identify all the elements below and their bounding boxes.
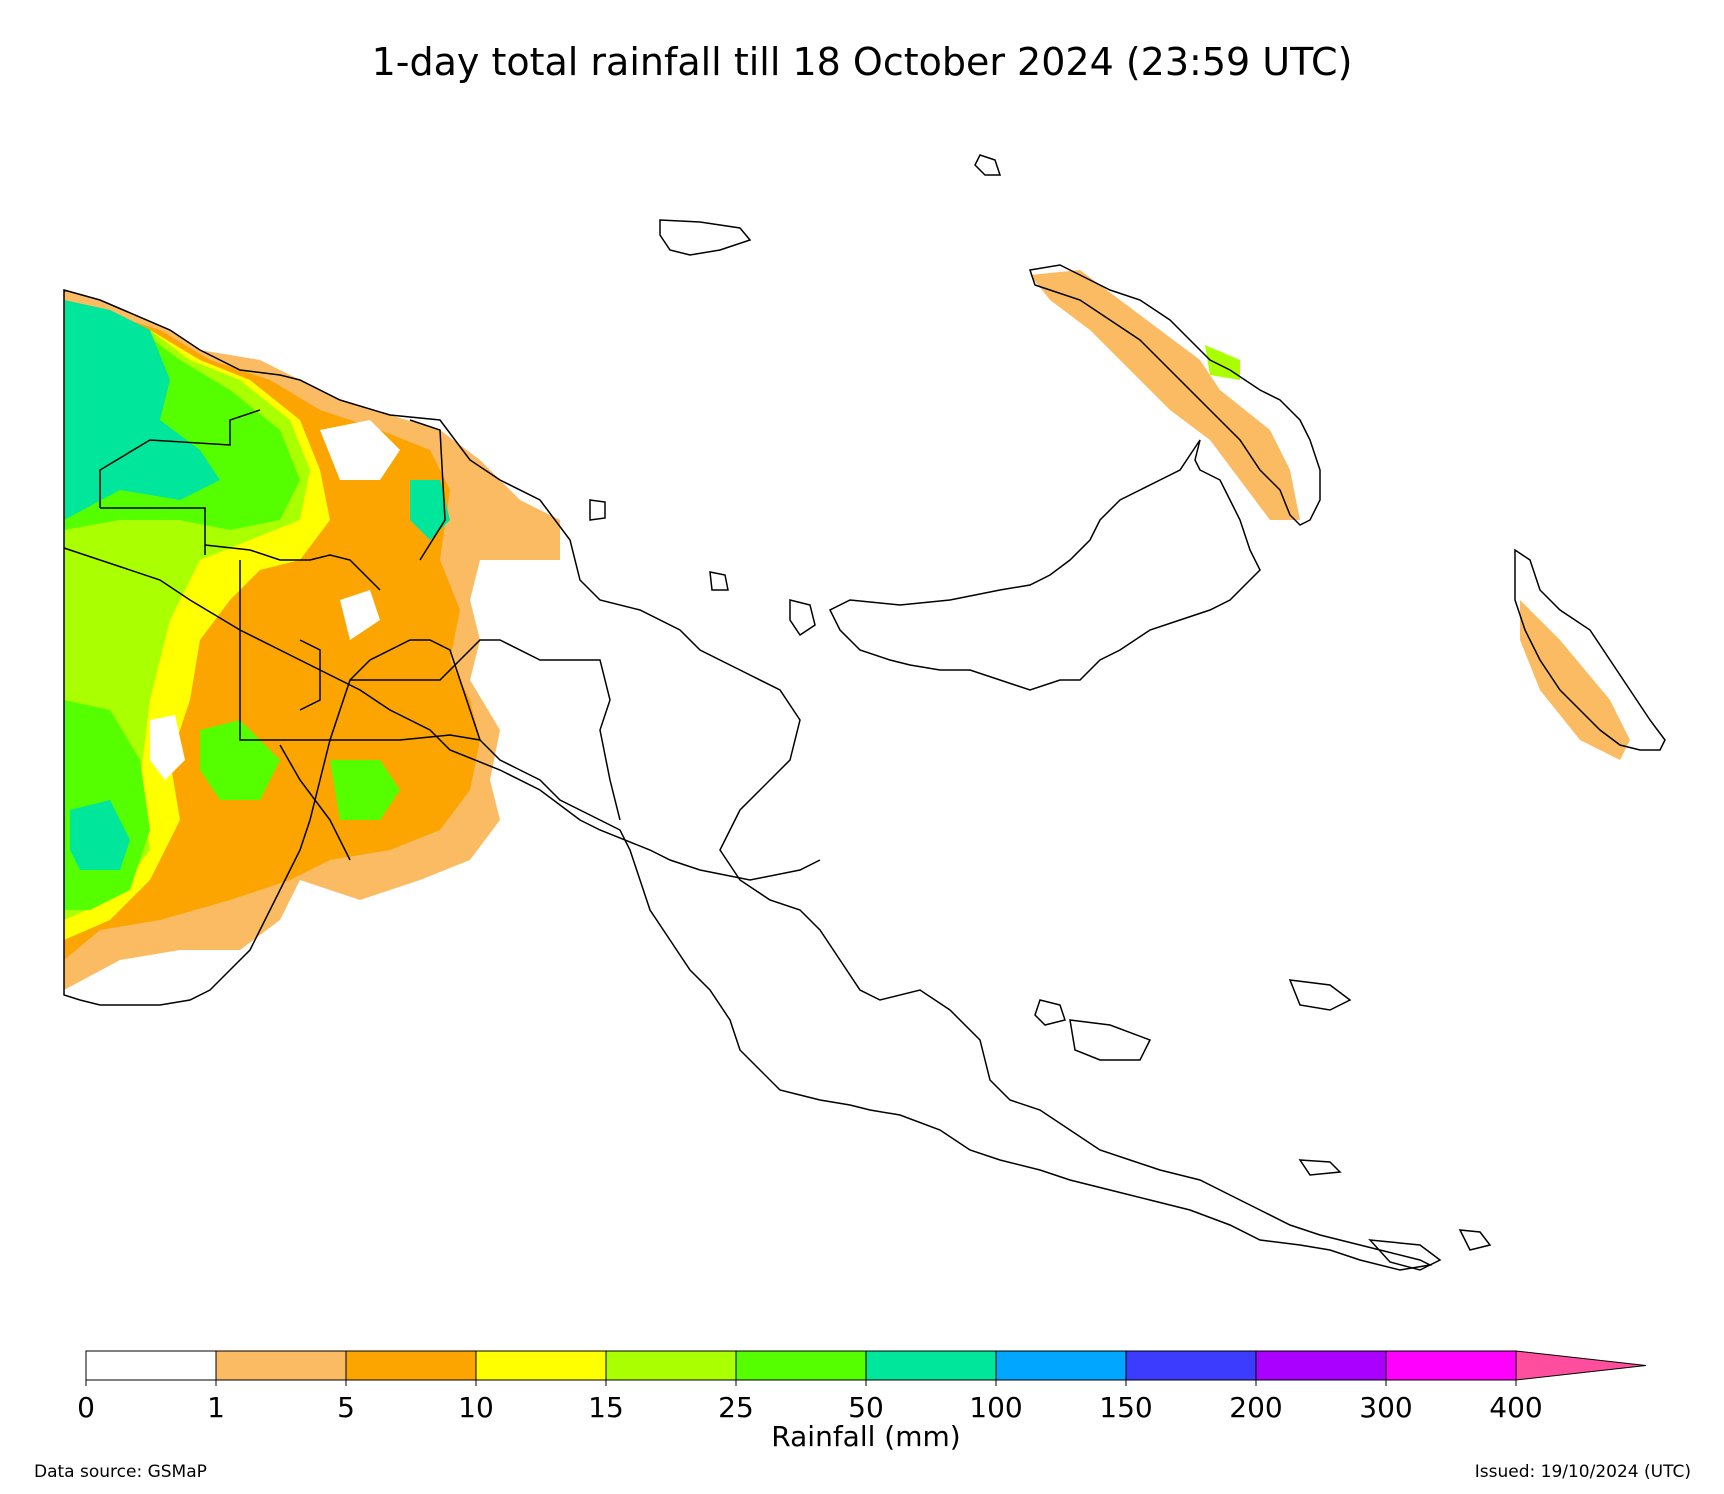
rain-zone-teal-south	[70, 800, 130, 870]
rain-zone-green-east	[330, 760, 400, 820]
colorbar-tick-label: 1	[207, 1391, 225, 1424]
data-source-note: Data source: GSMaP	[34, 1462, 207, 1482]
island-8	[1368, 1239, 1442, 1271]
colorbar-ticks: 0 1 5 10 15 25 50 100 150 200 300 400	[77, 1380, 1543, 1424]
island-10	[1298, 1159, 1342, 1176]
rain-gap-1	[320, 420, 400, 480]
colorbar-segment	[735, 1350, 867, 1381]
island-1	[974, 154, 1002, 176]
colorbar-segment	[865, 1350, 997, 1381]
rain-gap-2	[150, 715, 185, 780]
island-6	[1069, 1019, 1152, 1061]
manus-island	[659, 219, 752, 256]
coastlines	[63, 154, 1666, 1271]
rain-zone-islands-1	[1030, 270, 1300, 520]
colorbar-segment	[995, 1350, 1127, 1381]
colorbar-tick-label: 150	[1099, 1391, 1152, 1424]
rain-gap-3	[340, 590, 380, 640]
rainfall-map	[63, 154, 1666, 1271]
colorbar-segment	[345, 1350, 477, 1381]
colorbar-tick-label: 100	[969, 1391, 1022, 1424]
colorbar-segment	[1255, 1350, 1387, 1381]
colorbar-segment	[475, 1350, 607, 1381]
colorbar-axis-label: Rainfall (mm)	[771, 1420, 960, 1453]
colorbar-segment	[1385, 1350, 1517, 1381]
rain-zone-teal-north	[410, 480, 450, 540]
colorbar-tick-label: 25	[718, 1391, 754, 1424]
bougainville	[1514, 548, 1666, 751]
mainland-coast	[63, 289, 1433, 1271]
issued-date-note: Issued: 19/10/2024 (UTC)	[1474, 1462, 1691, 1482]
map-title: 1-day total rainfall till 18 October 202…	[371, 40, 1353, 84]
colorbar-tick-label: 15	[588, 1391, 624, 1424]
colorbar-segment	[605, 1350, 737, 1381]
island-7	[1288, 979, 1352, 1011]
colorbar-tick-label: 10	[458, 1391, 494, 1424]
colorbar	[85, 1350, 1647, 1381]
island-3	[589, 499, 606, 521]
island-4	[709, 571, 729, 591]
island-2	[789, 599, 816, 637]
colorbar-segment	[1125, 1350, 1257, 1381]
colorbar-tick-label: 200	[1229, 1391, 1282, 1424]
colorbar-segment	[215, 1350, 347, 1381]
colorbar-extension	[1515, 1350, 1647, 1381]
province-lines	[63, 409, 821, 881]
colorbar-tick-label: 5	[337, 1391, 355, 1424]
colorbar-tick-label: 300	[1359, 1391, 1412, 1424]
rain-zone-teal	[64, 300, 220, 520]
island-5	[1034, 999, 1066, 1026]
colorbar-tick-label: 50	[848, 1391, 884, 1424]
new-ireland	[1029, 264, 1321, 526]
colorbar-tick-label: 400	[1489, 1391, 1542, 1424]
rain-zone-bougainville	[1520, 600, 1630, 760]
island-9	[1458, 1229, 1492, 1251]
new-britain	[828, 439, 1261, 691]
colorbar-segment	[85, 1350, 217, 1381]
colorbar-tick-label: 0	[77, 1391, 95, 1424]
